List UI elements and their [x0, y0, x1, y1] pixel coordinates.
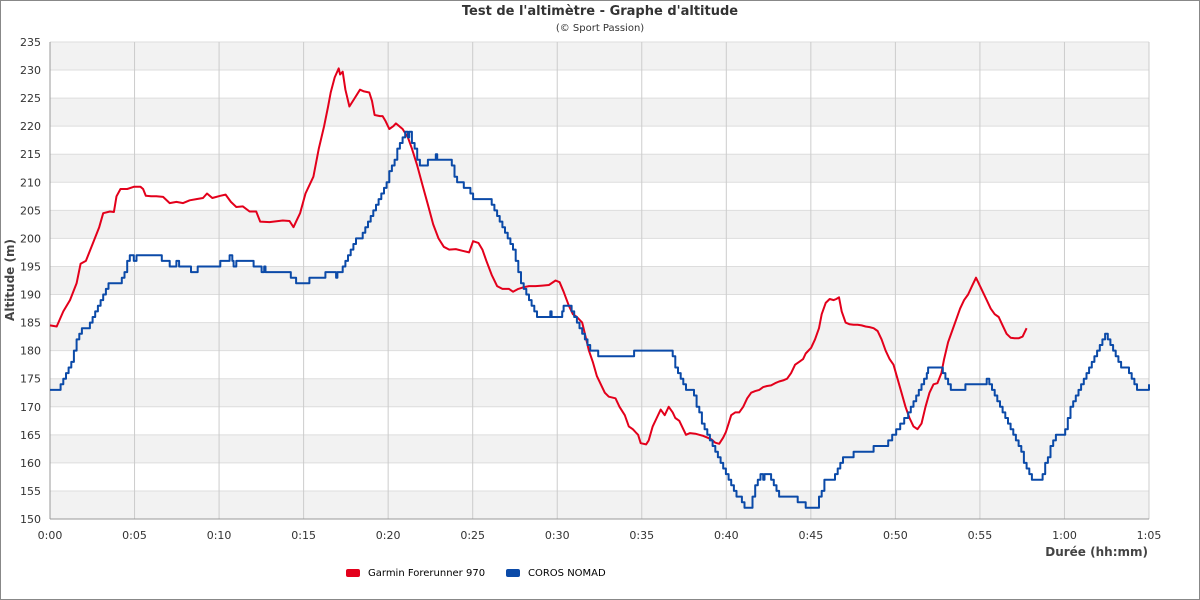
x-tick-label: 1:00	[1052, 529, 1077, 542]
x-tick-label: 0:10	[207, 529, 232, 542]
y-tick-label: 165	[20, 429, 41, 442]
y-tick-label: 155	[20, 485, 41, 498]
grid-band	[50, 434, 1149, 463]
x-tick-label: 0:45	[798, 529, 823, 542]
grid-band	[50, 98, 1149, 127]
grid-band	[50, 490, 1149, 519]
y-tick-label: 150	[20, 513, 41, 526]
y-tick-label: 195	[20, 260, 41, 273]
grid-band	[50, 42, 1149, 71]
series-line-garmin	[49, 67, 1028, 446]
legend: Garmin Forerunner 970 COROS NOMAD	[346, 568, 606, 579]
chart-title: Test de l'altimètre - Graphe d'altitude	[462, 4, 738, 19]
x-tick-label: 0:20	[376, 529, 401, 542]
y-tick-label: 220	[20, 120, 41, 133]
x-tick-label: 0:40	[714, 529, 739, 542]
grid-band	[50, 154, 1149, 183]
y-axis-title: Altitude (m)	[3, 239, 17, 321]
x-tick-label: 0:30	[545, 529, 570, 542]
x-tick-label: 0:15	[291, 529, 316, 542]
x-tick-label: 0:00	[38, 529, 63, 542]
x-tick-label: 0:35	[629, 529, 654, 542]
grid-bands	[50, 42, 1149, 519]
y-tick-label: 235	[20, 36, 41, 49]
legend-label: COROS NOMAD	[528, 568, 606, 579]
x-tick-label: 0:25	[460, 529, 485, 542]
grid-band	[50, 266, 1149, 295]
legend-label: Garmin Forerunner 970	[368, 568, 485, 579]
y-tick-label: 215	[20, 148, 41, 161]
grid-band	[50, 322, 1149, 351]
y-tick-label: 230	[20, 64, 41, 77]
y-tick-label: 210	[20, 176, 41, 189]
y-axis-ticks: 150 155 160 165 170 175 180 185 190 195 200 205 210 2…	[20, 36, 41, 526]
x-axis-ticks: 0:00 0:05 0:10 0:15 0:20 0:25 0:30 0:35 0:40 0:45…	[38, 529, 1162, 542]
x-axis-title: Durée (hh:mm)	[1045, 545, 1148, 559]
y-tick-label: 185	[20, 317, 41, 330]
x-tick-label: 0:50	[883, 529, 908, 542]
grid-band	[50, 210, 1149, 239]
y-tick-label: 200	[20, 232, 41, 245]
y-tick-label: 190	[20, 289, 41, 302]
legend-swatch	[506, 569, 520, 577]
x-tick-label: 1:05	[1137, 529, 1162, 542]
gridlines	[49, 41, 1150, 520]
y-tick-label: 160	[20, 457, 41, 470]
x-tick-label: 0:55	[968, 529, 993, 542]
y-tick-label: 175	[20, 373, 41, 386]
legend-swatch	[346, 569, 360, 577]
y-tick-label: 225	[20, 92, 41, 105]
chart-subtitle: (© Sport Passion)	[556, 23, 644, 34]
x-tick-label: 0:05	[122, 529, 147, 542]
y-tick-label: 180	[20, 345, 41, 358]
y-tick-label: 205	[20, 204, 41, 217]
series-line-coros	[50, 130, 1150, 509]
series-layer	[49, 67, 1150, 509]
y-tick-label: 170	[20, 401, 41, 414]
